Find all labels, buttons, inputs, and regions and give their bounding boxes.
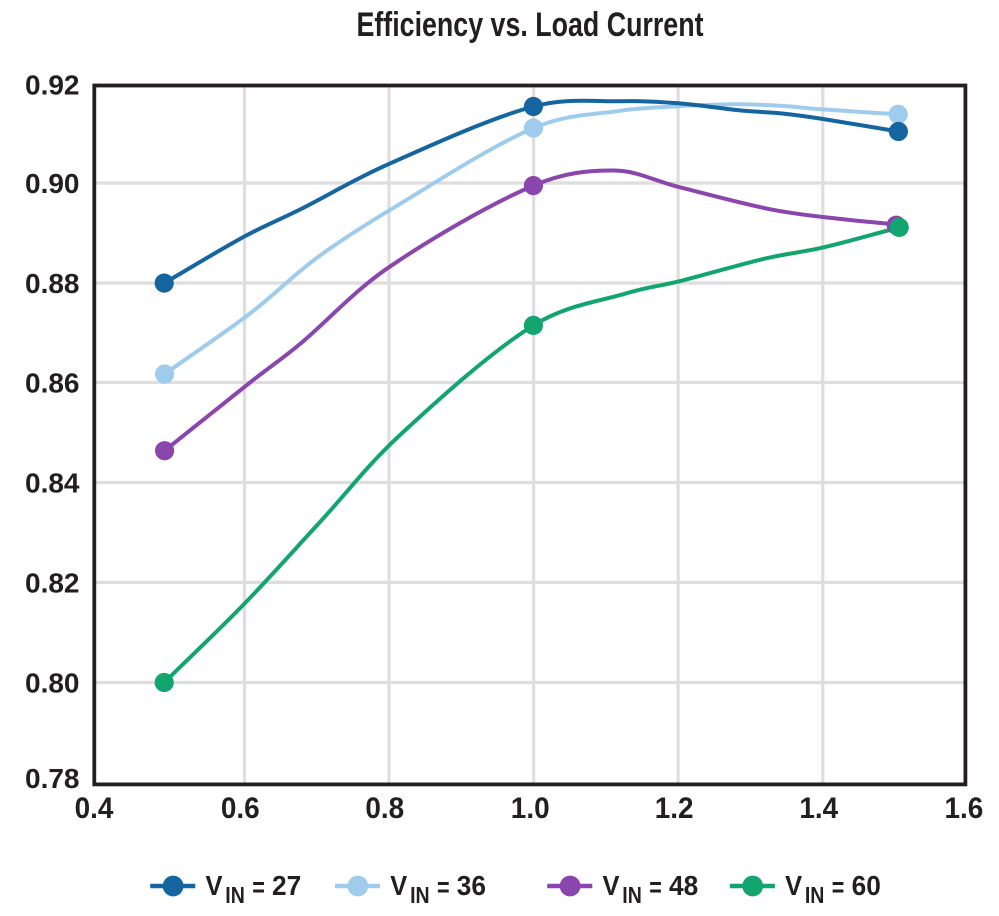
svg-text:1.4: 1.4 [799,792,838,825]
svg-text:0.88: 0.88 [25,268,80,299]
svg-text:V: V [390,870,407,901]
svg-text:=: = [437,872,450,903]
svg-text:0.6: 0.6 [221,792,260,825]
svg-text:0.92: 0.92 [25,70,80,101]
svg-text:0.4: 0.4 [75,792,114,825]
svg-text:Efficiency vs. Load Current: Efficiency vs. Load Current [357,6,704,44]
svg-text:1.6: 1.6 [945,792,984,825]
svg-text:=: = [832,872,845,903]
svg-text:0.82: 0.82 [25,567,80,598]
svg-text:0.78: 0.78 [25,763,80,794]
svg-text:IN: IN [622,882,642,908]
svg-text:0.90: 0.90 [25,168,80,199]
svg-text:V: V [206,870,223,901]
svg-text:=: = [252,872,265,903]
svg-text:IN: IN [410,882,430,908]
svg-text:1.2: 1.2 [655,792,694,825]
svg-text:IN: IN [225,882,245,908]
svg-text:IN: IN [805,882,825,908]
svg-text:0.8: 0.8 [365,792,404,825]
svg-text:27: 27 [272,870,301,901]
svg-text:48: 48 [669,870,698,901]
svg-text:0.86: 0.86 [25,367,80,398]
svg-text:1.0: 1.0 [511,792,550,825]
svg-text:=: = [649,872,662,903]
svg-text:V: V [785,870,802,901]
svg-text:36: 36 [457,870,486,901]
svg-text:60: 60 [852,870,881,901]
svg-text:0.84: 0.84 [25,468,80,499]
svg-text:V: V [603,870,620,901]
svg-text:0.80: 0.80 [25,668,80,699]
